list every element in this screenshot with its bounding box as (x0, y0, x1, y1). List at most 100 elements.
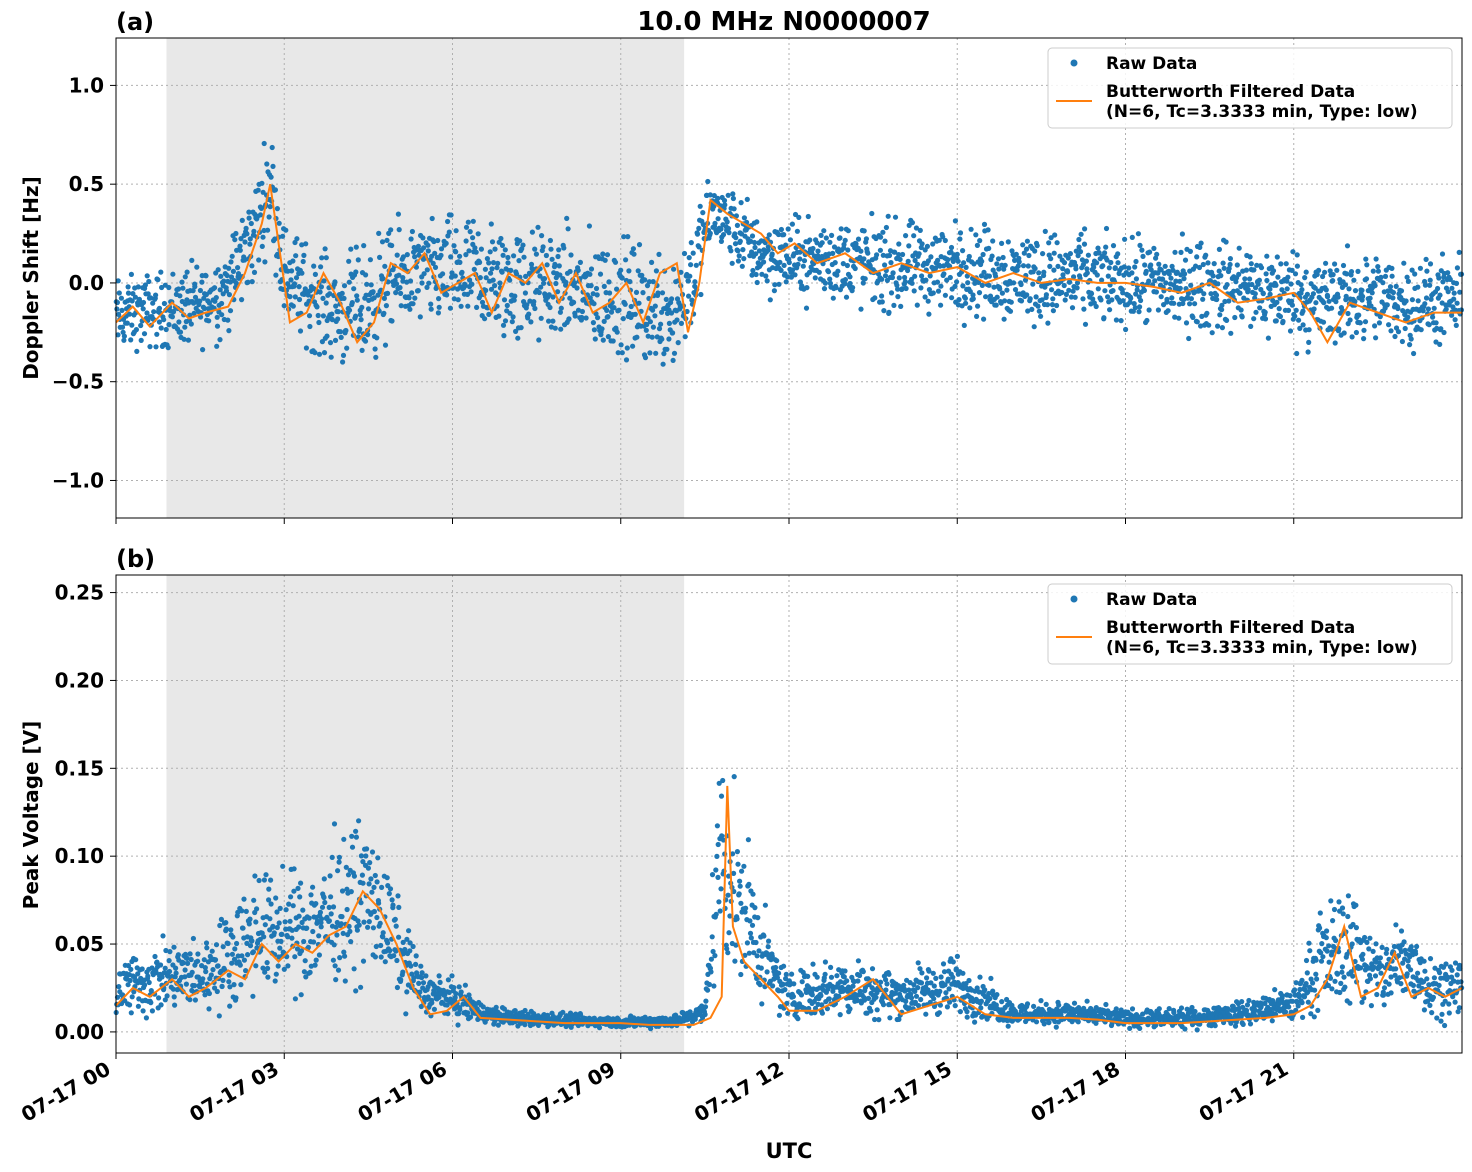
raw-data-point (229, 253, 235, 259)
raw-data-point (358, 984, 364, 990)
raw-data-point (812, 275, 818, 281)
raw-data-point (618, 342, 624, 348)
raw-data-point (533, 251, 540, 257)
raw-data-point (977, 974, 983, 980)
raw-data-point (333, 977, 339, 983)
raw-data-point (785, 226, 791, 232)
raw-data-point (237, 962, 243, 968)
raw-data-point (945, 976, 951, 982)
raw-data-point (343, 327, 349, 334)
raw-data-point (140, 299, 147, 306)
raw-data-point (919, 273, 925, 279)
raw-data-point (655, 290, 661, 296)
raw-data-point (960, 248, 966, 254)
raw-data-point (1307, 948, 1313, 954)
raw-data-point (1364, 262, 1370, 268)
raw-data-point (730, 191, 736, 197)
raw-data-point (515, 335, 521, 341)
raw-data-point (973, 232, 979, 238)
raw-data-point (463, 238, 469, 244)
raw-data-point (1084, 998, 1090, 1004)
raw-data-point (1222, 298, 1228, 305)
raw-data-point (882, 262, 888, 268)
y-tick-label: 0.0 (69, 271, 104, 295)
raw-data-point (1330, 278, 1336, 284)
raw-data-point (156, 305, 163, 311)
raw-data-point (619, 350, 625, 356)
raw-data-point (496, 313, 502, 319)
raw-data-point (182, 324, 188, 330)
raw-data-point (1219, 302, 1225, 308)
raw-data-point (830, 250, 836, 256)
raw-data-point (1207, 278, 1213, 284)
raw-data-point (971, 261, 977, 267)
raw-data-point (1104, 257, 1110, 263)
raw-data-point (1330, 272, 1336, 278)
raw-data-point (1390, 289, 1396, 296)
raw-data-point (842, 968, 848, 974)
raw-data-point (473, 249, 479, 255)
raw-data-point (789, 221, 796, 227)
raw-data-point (518, 325, 524, 331)
raw-data-point (947, 274, 953, 281)
raw-data-point (1322, 269, 1328, 275)
raw-data-point (487, 249, 493, 255)
raw-data-point (557, 272, 563, 278)
raw-data-point (931, 983, 937, 989)
raw-data-point (722, 202, 728, 208)
raw-data-point (1020, 263, 1027, 269)
raw-data-point (1286, 1004, 1292, 1010)
raw-data-point (753, 251, 759, 257)
raw-data-point (321, 278, 327, 284)
raw-data-point (659, 336, 665, 342)
raw-data-point (1228, 330, 1234, 336)
raw-data-point (466, 248, 472, 254)
raw-data-point (993, 302, 999, 308)
raw-data-point (750, 891, 756, 897)
raw-data-point (749, 233, 756, 239)
raw-data-point (1120, 298, 1126, 304)
raw-data-point (731, 774, 737, 780)
raw-data-point (649, 334, 655, 340)
raw-data-point (529, 229, 536, 235)
raw-data-point (522, 1007, 528, 1014)
raw-data-point (238, 982, 244, 988)
raw-data-point (1148, 262, 1154, 268)
raw-data-point (1109, 297, 1115, 303)
raw-data-point (776, 281, 782, 287)
raw-data-point (532, 305, 538, 312)
raw-data-point (981, 316, 987, 322)
raw-data-point (877, 247, 884, 253)
raw-data-point (161, 300, 167, 307)
raw-data-point (1194, 1027, 1200, 1033)
raw-data-point (696, 225, 702, 231)
raw-data-point (335, 316, 341, 322)
raw-data-point (1172, 249, 1178, 255)
raw-data-point (1158, 294, 1164, 300)
raw-data-point (731, 206, 737, 212)
raw-data-point (1090, 296, 1096, 302)
raw-data-point (1451, 290, 1457, 296)
raw-data-point (590, 320, 597, 326)
raw-data-point (892, 214, 899, 220)
raw-data-point (355, 257, 361, 263)
raw-data-point (380, 930, 386, 936)
raw-data-point (242, 257, 248, 263)
raw-data-point (577, 1012, 584, 1018)
raw-data-point (1044, 302, 1051, 308)
raw-data-point (418, 963, 424, 969)
raw-data-point (861, 228, 867, 234)
raw-data-point (738, 200, 744, 206)
raw-data-point (692, 279, 698, 285)
raw-data-point (1373, 335, 1379, 341)
raw-data-point (527, 298, 533, 304)
raw-data-point (243, 225, 249, 231)
raw-data-point (501, 297, 508, 303)
raw-data-point (1265, 335, 1271, 341)
raw-data-point (880, 1002, 887, 1008)
raw-data-point (526, 311, 532, 317)
raw-data-point (1433, 339, 1439, 345)
raw-data-point (1294, 263, 1300, 269)
raw-data-point (845, 247, 851, 253)
raw-data-point (1094, 272, 1100, 278)
